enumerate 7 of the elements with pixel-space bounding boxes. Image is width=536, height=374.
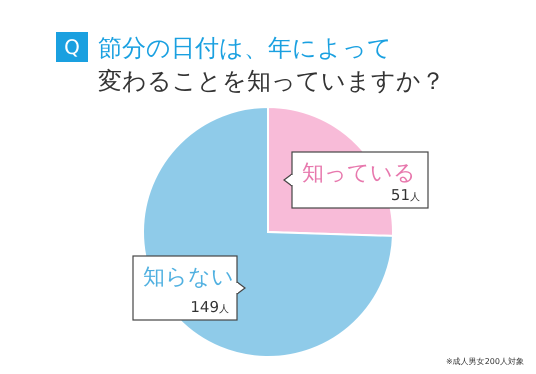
slice-label: 知っている [302,161,416,186]
data-label: 149人 [190,298,229,316]
text: Q [64,35,80,59]
slice-label: 知らない [143,265,234,290]
text: ※成人男女200人対象 [446,357,524,366]
data-label: 51人 [390,186,420,204]
chart-title: 節分の日付は、年によって変わることを知っていますか？ [98,34,445,95]
